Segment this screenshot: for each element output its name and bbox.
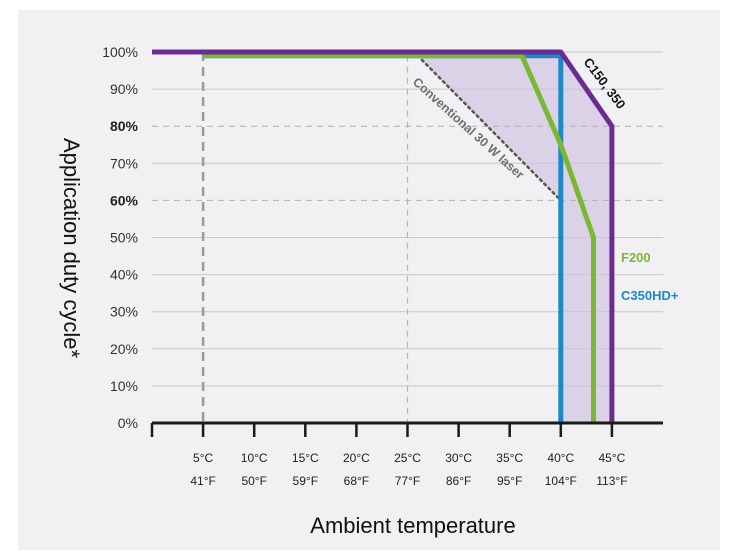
series-label-c350hd: C350HD+ xyxy=(621,288,679,303)
x-tick-label-fahrenheit: 41°F xyxy=(190,474,215,488)
x-axis-title: Ambient temperature xyxy=(310,513,515,538)
x-tick-label-celsius: 30°C xyxy=(445,451,472,465)
x-tick-label-fahrenheit: 50°F xyxy=(241,474,266,488)
x-tick-label-celsius: 15°C xyxy=(292,451,319,465)
y-tick-label: 100% xyxy=(102,44,138,60)
y-tick-label: 10% xyxy=(110,378,138,394)
x-tick-label-celsius: 10°C xyxy=(241,451,268,465)
x-tick-label-celsius: 25°C xyxy=(394,451,421,465)
series-line-0 xyxy=(152,49,615,423)
x-tick-label-celsius: 5°C xyxy=(193,451,213,465)
x-tick-label-fahrenheit: 77°F xyxy=(395,474,420,488)
y-tick-label: 90% xyxy=(110,81,138,97)
x-tick-label-celsius: 45°C xyxy=(598,451,625,465)
y-tick-label: 50% xyxy=(110,230,138,246)
x-tick-label-fahrenheit: 113°F xyxy=(596,474,627,488)
axis-layer xyxy=(150,421,663,437)
y-tick-label: 80% xyxy=(110,118,139,134)
x-tick-label-celsius: 35°C xyxy=(496,451,523,465)
x-tick-label-celsius: 40°C xyxy=(547,451,574,465)
y-tick-label: 20% xyxy=(110,341,138,357)
y-tick-label: 30% xyxy=(110,304,138,320)
x-tick-label-fahrenheit: 59°F xyxy=(293,474,318,488)
grid-layer xyxy=(152,51,663,423)
y-axis-title: Application duty cycle* xyxy=(59,138,84,359)
x-tick-label-fahrenheit: 104°F xyxy=(545,474,577,488)
y-tick-label: 70% xyxy=(110,155,138,171)
series-layer xyxy=(152,49,615,423)
series-label-f200: F200 xyxy=(621,250,651,265)
series-line-1 xyxy=(203,53,597,423)
x-tick-label-fahrenheit: 86°F xyxy=(446,474,471,488)
x-tick-label-fahrenheit: 68°F xyxy=(344,474,369,488)
y-tick-label: 0% xyxy=(118,415,138,431)
y-tick-label: 60% xyxy=(110,192,139,208)
x-tick-label-celsius: 20°C xyxy=(343,451,370,465)
y-tick-label: 40% xyxy=(110,267,138,283)
series-line-3 xyxy=(416,54,563,202)
x-tick-label-fahrenheit: 95°F xyxy=(497,474,522,488)
